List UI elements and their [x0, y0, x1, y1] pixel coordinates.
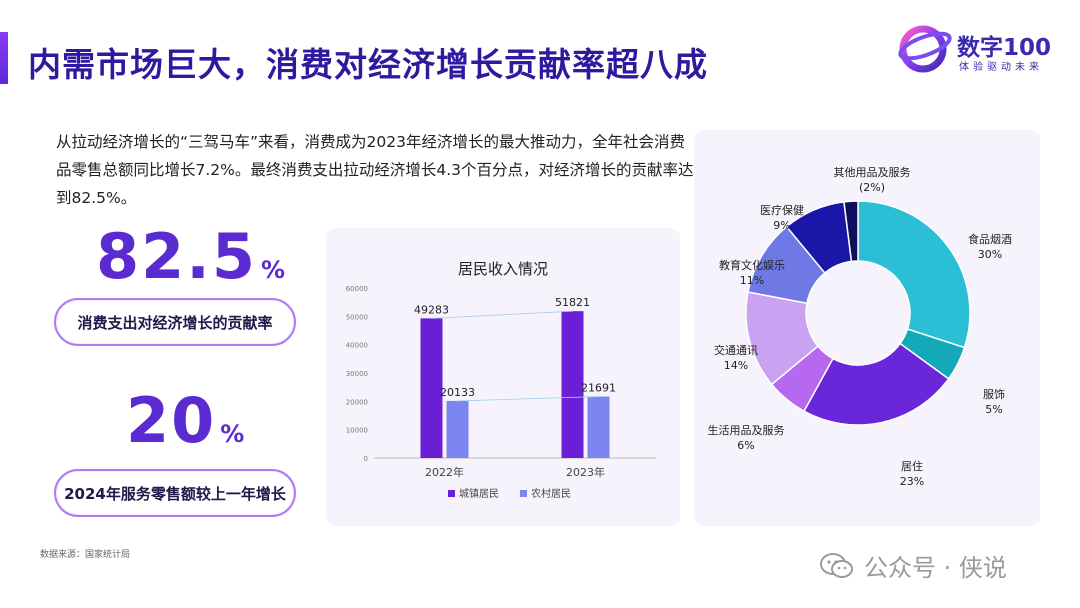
slice-label: 教育文化娱乐 [719, 258, 785, 272]
bar-农村居民 [587, 396, 610, 458]
consumption-donut-chart: 食品烟酒 30% 服饰 5% 居住 23% 生活用品及服务 6% 交通通讯 14% 教育文化娱乐 11… [708, 166, 1013, 488]
slice-value-label: 9% [773, 219, 790, 232]
donut-slice-食品烟酒 [857, 200, 971, 349]
donut-slice-居住 [803, 342, 950, 426]
donut-slice-其他用品及服务 [843, 200, 859, 263]
bar-农村居民 [446, 400, 469, 458]
brand-logo-icon [898, 25, 952, 73]
stat-service-growth-number: 20 [126, 384, 217, 457]
stat-service-growth-unit: % [220, 420, 245, 448]
trend-line [457, 396, 599, 402]
y-tick-label: 20000 [346, 398, 368, 406]
stat-contribution-unit: % [260, 256, 286, 284]
slice-value-label: 11% [740, 274, 764, 287]
slice-value-label: 14% [724, 359, 748, 372]
watermark: 公众号 · 侠说 [820, 548, 1007, 583]
trend-line [431, 310, 573, 319]
slice-label: 交通通讯 [714, 343, 758, 357]
slice-label: 生活用品及服务 [708, 423, 785, 437]
slice-value-label: 5% [985, 403, 1002, 416]
intro-paragraph: 从拉动经济增长的“三驾马车”来看，消费成为2023年经济增长的最大推动力，全年社… [56, 133, 694, 207]
y-tick-label: 10000 [346, 427, 368, 435]
stat-service-growth-label: 2024年服务零售额较上一年增长 [54, 469, 296, 517]
brand-name: 数字100 [957, 35, 1052, 61]
bar-城镇居民 [420, 318, 443, 458]
brand-logo-block: 数字100 体验驱动未来 [895, 20, 1060, 78]
y-tick-label: 30000 [346, 370, 368, 378]
title-accent-bar [0, 32, 8, 84]
wechat-icon [820, 552, 853, 578]
stat-service-growth-value: 20 % [126, 390, 244, 452]
slice-value-label: (2%) [859, 181, 885, 194]
consumption-chart-panel: 食品烟酒 30% 服饰 5% 居住 23% 生活用品及服务 6% 交通通讯 14% 教育文化娱乐 11… [694, 130, 1040, 526]
slice-label: 其他用品及服务 [834, 166, 911, 179]
slice-label: 食品烟酒 [968, 232, 1012, 246]
stat-contribution-label: 消费支出对经济增长的贡献率 [54, 298, 296, 346]
y-tick-label: 40000 [346, 342, 368, 350]
y-tick-label: 0 [364, 455, 368, 463]
slice-value-label: 6% [737, 439, 754, 452]
legend-swatch [448, 490, 455, 497]
bar-城镇居民 [561, 311, 584, 458]
legend-swatch [520, 490, 527, 497]
y-tick-label: 60000 [346, 285, 368, 293]
stat-contribution-number: 82.5 [96, 220, 257, 293]
slice-label: 居住 [901, 459, 923, 473]
y-tick-label: 50000 [346, 313, 368, 321]
bar-value-label: 51821 [555, 296, 590, 309]
slice-label: 医疗保健 [760, 203, 804, 217]
page-title: 内需市场巨大，消费对经济增长贡献率超八成 [28, 45, 708, 84]
stat-contribution-value: 82.5 % [96, 226, 285, 288]
slice-label: 服饰 [983, 387, 1005, 401]
watermark-text: 公众号 · 侠说 [864, 554, 1007, 582]
slice-value-label: 30% [978, 248, 1002, 261]
brand-slogan: 体验驱动未来 [959, 62, 1043, 73]
legend-label: 城镇居民 [459, 487, 499, 500]
legend-label: 农村居民 [531, 487, 571, 500]
source-note: 数据来源：国家统计局 [40, 550, 131, 560]
bar-value-label: 21691 [581, 382, 616, 395]
income-chart-panel: 居民收入情况 0 10000 20000 30000 40000 50000 60000 492… [326, 228, 680, 526]
income-bar-chart: 居民收入情况 0 10000 20000 30000 40000 50000 60000 492… [346, 260, 656, 500]
bar-value-label: 20133 [440, 386, 475, 399]
slice-value-label: 23% [900, 475, 924, 488]
bar-value-label: 49283 [414, 303, 449, 316]
bar-chart-title: 居民收入情况 [458, 260, 548, 278]
x-tick-label: 2023年 [566, 465, 605, 479]
x-tick-label: 2022年 [425, 465, 464, 479]
